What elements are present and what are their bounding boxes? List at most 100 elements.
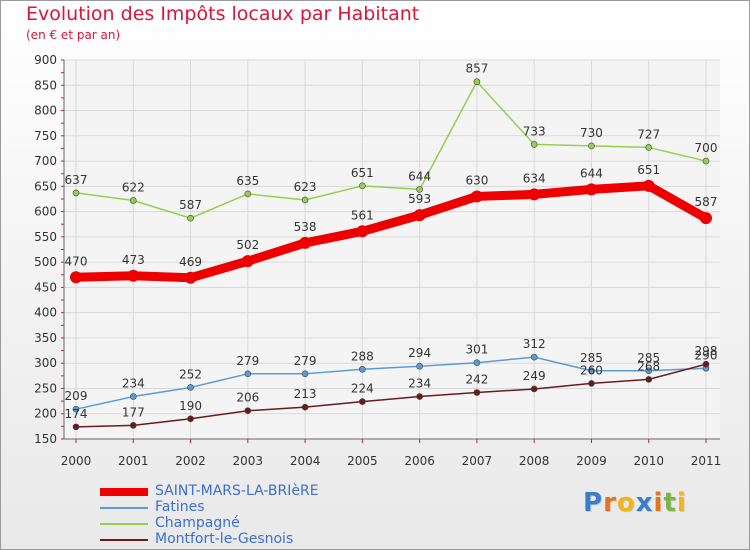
data-label: 635 <box>236 174 259 188</box>
y-tick-label: 350 <box>34 331 57 345</box>
data-label: 260 <box>580 363 603 377</box>
data-point <box>301 196 309 204</box>
data-label: 593 <box>408 192 431 206</box>
data-point <box>473 78 481 86</box>
x-tick-label: 2008 <box>519 454 550 468</box>
logo-letter: r <box>603 488 617 518</box>
data-point <box>585 183 598 196</box>
data-point <box>702 157 710 165</box>
data-point <box>129 197 137 204</box>
data-point <box>416 393 423 400</box>
data-label: 587 <box>179 198 202 212</box>
data-label: 730 <box>580 126 603 140</box>
legend-item-champagne: Champagné <box>100 515 420 532</box>
legend-item-saint-mars: SAINT-MARS-LA-BRIèRE <box>100 483 420 500</box>
data-point <box>588 142 595 150</box>
data-label: 561 <box>351 208 374 222</box>
series-line <box>75 80 707 219</box>
data-point <box>241 255 254 268</box>
x-tick-label: 2006 <box>404 454 435 468</box>
data-point <box>129 393 137 400</box>
data-label: 651 <box>351 166 374 180</box>
data-point <box>702 360 710 368</box>
x-tick-label: 2011 <box>691 454 722 468</box>
logo-letter: t <box>663 488 677 518</box>
data-label: 288 <box>351 349 374 363</box>
data-point <box>416 186 423 193</box>
logo-letter: o <box>616 488 636 518</box>
data-point <box>645 367 653 375</box>
data-point <box>129 422 137 429</box>
data-label: 249 <box>523 369 546 383</box>
chart-title: Evolution des Impôts locaux par Habitant <box>26 3 420 25</box>
data-point <box>301 370 309 378</box>
data-point <box>72 405 80 413</box>
data-point <box>187 415 194 423</box>
x-tick-label: 2005 <box>347 454 378 468</box>
legend-swatch <box>100 523 148 525</box>
data-point <box>359 365 366 373</box>
data-point <box>187 214 194 222</box>
data-label: 190 <box>179 399 202 413</box>
data-point <box>530 353 538 361</box>
y-tick-label: 700 <box>34 154 57 168</box>
data-label: 224 <box>351 382 374 396</box>
data-label: 279 <box>294 354 317 368</box>
y-tick-label: 550 <box>34 230 57 244</box>
data-point <box>187 384 194 391</box>
data-label: 285 <box>580 351 603 365</box>
data-point <box>528 188 541 201</box>
legend-label: Montfort-le-Gesnois <box>155 531 294 547</box>
data-point <box>301 403 309 411</box>
data-point <box>642 179 655 192</box>
legend-label: Fatines <box>155 499 205 515</box>
data-label: 644 <box>580 166 603 180</box>
data-point <box>72 423 80 431</box>
x-tick-label: 2009 <box>576 454 607 468</box>
data-label: 630 <box>465 173 488 187</box>
data-label: 279 <box>236 354 259 368</box>
y-tick-label: 300 <box>34 356 57 370</box>
data-label: 469 <box>179 255 202 269</box>
data-label: 177 <box>122 405 145 419</box>
legend-label: Champagné <box>155 515 240 531</box>
data-label: 538 <box>294 220 317 234</box>
data-label: 651 <box>637 163 660 177</box>
logo-letter: i <box>676 488 687 518</box>
logo-letter: i <box>653 488 664 518</box>
data-point <box>473 389 481 396</box>
data-label: 285 <box>637 351 660 365</box>
data-label: 700 <box>695 141 718 155</box>
data-label: 294 <box>408 346 431 360</box>
data-point <box>416 362 423 370</box>
logo-letter: x <box>635 488 654 518</box>
series-line <box>71 181 711 283</box>
data-point <box>359 398 366 405</box>
y-tick-label: 800 <box>34 104 57 118</box>
data-point <box>127 269 140 282</box>
logo-letter: P <box>583 488 604 518</box>
legend-label: SAINT-MARS-LA-BRIèRE <box>155 483 319 499</box>
data-label: 213 <box>294 387 317 401</box>
data-point <box>244 190 252 198</box>
data-label: 298 <box>695 344 718 358</box>
x-tick-label: 2010 <box>633 454 664 468</box>
data-label: 312 <box>523 337 546 351</box>
data-label: 206 <box>236 391 259 405</box>
y-tick-label: 400 <box>34 306 57 320</box>
data-label: 470 <box>65 254 88 268</box>
legend-swatch <box>100 539 148 541</box>
proxiti-logo: Proxiti <box>583 488 687 518</box>
data-label: 587 <box>695 195 718 209</box>
data-point <box>530 385 538 393</box>
data-point <box>700 212 712 225</box>
data-label: 234 <box>408 377 431 391</box>
legend-item-fatines: Fatines <box>100 499 420 516</box>
y-tick-label: 850 <box>34 78 57 92</box>
y-tick-label: 500 <box>34 255 57 269</box>
data-label: 234 <box>122 377 145 391</box>
data-point <box>473 359 481 366</box>
data-label: 252 <box>179 367 202 381</box>
data-label: 174 <box>65 407 88 421</box>
